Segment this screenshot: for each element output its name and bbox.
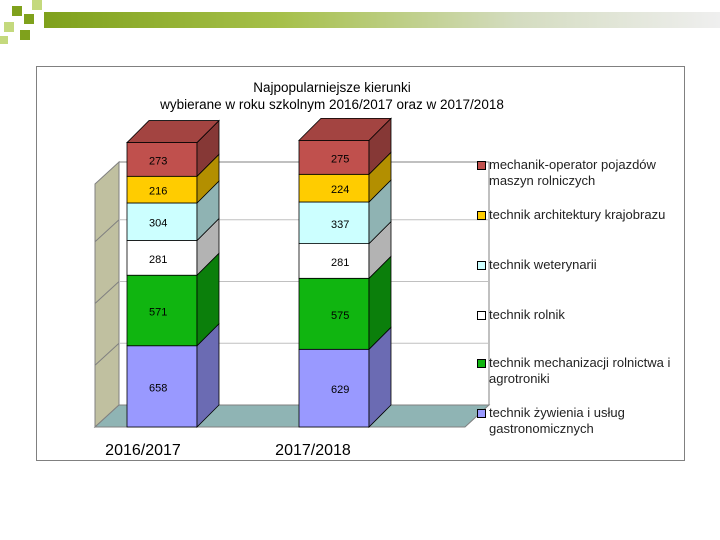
chart-title: Najpopularniejsze kierunki wybierane w r… [37,79,627,113]
category-label-2016: 2016/2017 [105,442,181,459]
header-decoration [0,0,720,50]
data-label: 629 [331,384,349,396]
header-square [32,0,42,10]
bar-segment-front [126,345,198,428]
chart-frame: Najpopularniejsze kierunki wybierane w r… [36,66,685,461]
legend-label: technik weterynarii [489,257,597,272]
bar-segment-front [298,139,370,175]
header-square [4,22,14,32]
legend-swatch [477,261,486,270]
bar-segment-front [298,348,370,428]
gridline-side [94,219,120,243]
bar-segment-front [126,240,198,276]
data-label: 337 [331,219,349,231]
bar-segment-top [298,117,392,141]
bar-segment-top [126,120,220,143]
header-square [0,36,8,44]
legend-label: mechanik-operator pojazdów maszyn rolnic… [489,157,656,188]
header-square [20,30,30,40]
bar-segment-front [298,173,370,203]
data-label: 571 [149,306,167,318]
gridline-side [94,342,120,366]
bar-segment-front [298,277,370,350]
legend-label: technik żywienia i usług gastronomicznyc… [489,405,625,436]
bar-segment-front [126,274,198,347]
legend-swatch [477,359,486,368]
legend-label: technik architektury krajobrazu [489,207,666,222]
data-label: 275 [331,153,349,165]
legend-label: technik mechanizacji rolnictwa i agrotro… [489,355,671,386]
data-label: 273 [149,155,167,167]
legend-swatch [477,211,486,220]
data-label: 575 [331,310,349,322]
header-square [24,14,34,24]
category-label-2017: 2017/2018 [275,442,351,459]
bar-segment-front [126,142,198,177]
data-label: 304 [149,218,167,230]
bar-segment-front [298,243,370,279]
plot-side-wall [94,160,120,429]
data-label: 224 [331,184,349,196]
data-label: 281 [331,257,349,269]
data-label: 658 [149,382,167,394]
legend-swatch [477,409,486,418]
bar-segment-front [126,202,198,241]
chart-title-line-2: wybierane w roku szkolnym 2016/2017 oraz… [160,97,504,112]
bar-segment-front [298,201,370,245]
gridline-side [94,281,120,304]
header-gradient-bar [44,12,720,28]
bar-segment-front [126,175,198,204]
legend-label: technik rolnik [489,307,565,322]
legend-swatch [477,161,486,170]
header-square [12,6,22,16]
data-label: 281 [149,254,167,266]
data-label: 216 [149,186,167,198]
chart-title-line-1: Najpopularniejsze kierunki [253,80,411,95]
chart-plot: 658 571 281 304 216 273 629 575 281 337 224 275 [93,117,491,429]
legend-swatch [477,311,486,320]
